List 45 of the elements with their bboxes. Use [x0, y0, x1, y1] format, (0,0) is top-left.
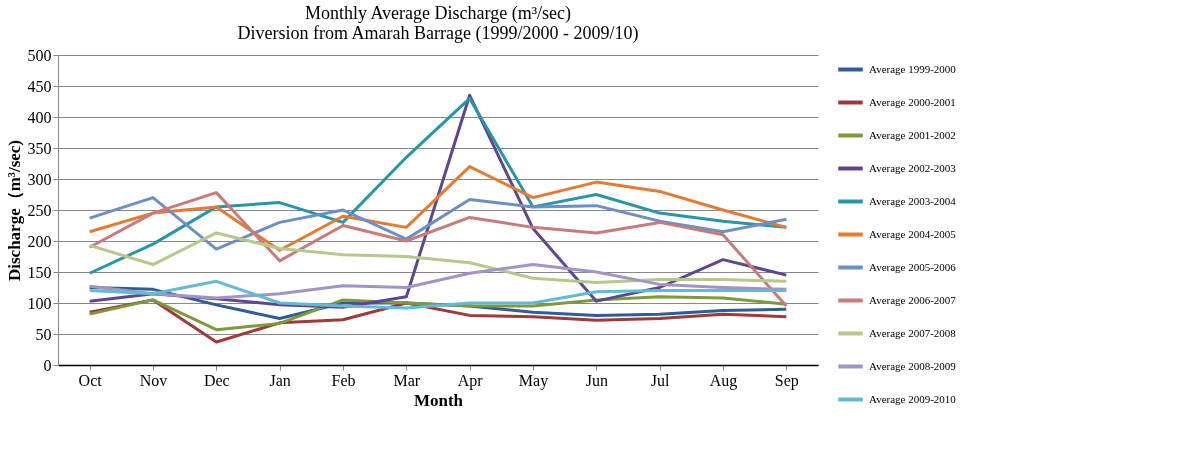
- x-tick-label: Jul: [650, 371, 671, 389]
- x-tick-label: Apr: [457, 371, 484, 390]
- legend-label: Average 2003-2004: [869, 194, 957, 207]
- legend-label: Average 2007-2008: [869, 326, 957, 339]
- line-series: [88, 196, 788, 251]
- line-series: [88, 279, 788, 310]
- text: Diversion from Amarah Barrage (1999/2000 - 2009/10): [237, 23, 639, 43]
- legend-label: Average 2005-2006: [869, 260, 957, 273]
- legend-label: Average 2004-2005: [869, 227, 957, 240]
- y-tick-label: 350: [27, 139, 52, 157]
- x-tick-label: Mar: [393, 371, 421, 389]
- x-tick-label: Jan: [269, 371, 291, 389]
- x-tick-label: Dec: [203, 371, 230, 389]
- x-tick-label: Sep: [774, 371, 799, 390]
- y-tick-label: 0: [43, 356, 52, 374]
- legend-label: Average 2008-2009: [869, 359, 957, 372]
- legend-label: Average 2006-2007: [869, 293, 957, 306]
- text: Monthly Average Discharge (m³/sec): [304, 3, 572, 23]
- y-tick-label: 500: [27, 46, 52, 64]
- y-axis-title: Discharge（m³/sec): [4, 139, 24, 282]
- line-series: [88, 263, 788, 300]
- line-series: [88, 96, 788, 275]
- legend-label: Average 2001-2002: [869, 128, 956, 141]
- x-tick-label: May: [518, 371, 549, 390]
- y-tick-label: 300: [27, 170, 52, 188]
- y-tick-label: 250: [27, 201, 52, 219]
- x-tick-label: Feb: [331, 371, 356, 389]
- x-tick-label: Jun: [585, 371, 608, 389]
- legend-label: Average 1999-2000: [869, 62, 957, 75]
- y-tick-label: 100: [27, 294, 52, 312]
- y-tick-label: 400: [27, 108, 52, 126]
- line-series: [88, 165, 788, 252]
- y-tick-label: 50: [35, 325, 52, 343]
- y-tick-label: 450: [27, 77, 52, 95]
- line-series: [88, 231, 788, 285]
- legend-label: Average 2002-2003: [869, 161, 957, 174]
- x-tick-label: Oct: [78, 371, 103, 389]
- x-tick-label: Aug: [709, 371, 738, 390]
- x-tick-label: Nov: [139, 371, 168, 389]
- x-axis-title: Month: [413, 390, 464, 410]
- y-tick-label: 200: [27, 232, 52, 250]
- legend-label: Average 2000-2001: [869, 95, 956, 108]
- line-series: [88, 191, 788, 308]
- y-tick-label: 150: [27, 263, 52, 281]
- legend-label: Average 2009-2010: [869, 392, 957, 405]
